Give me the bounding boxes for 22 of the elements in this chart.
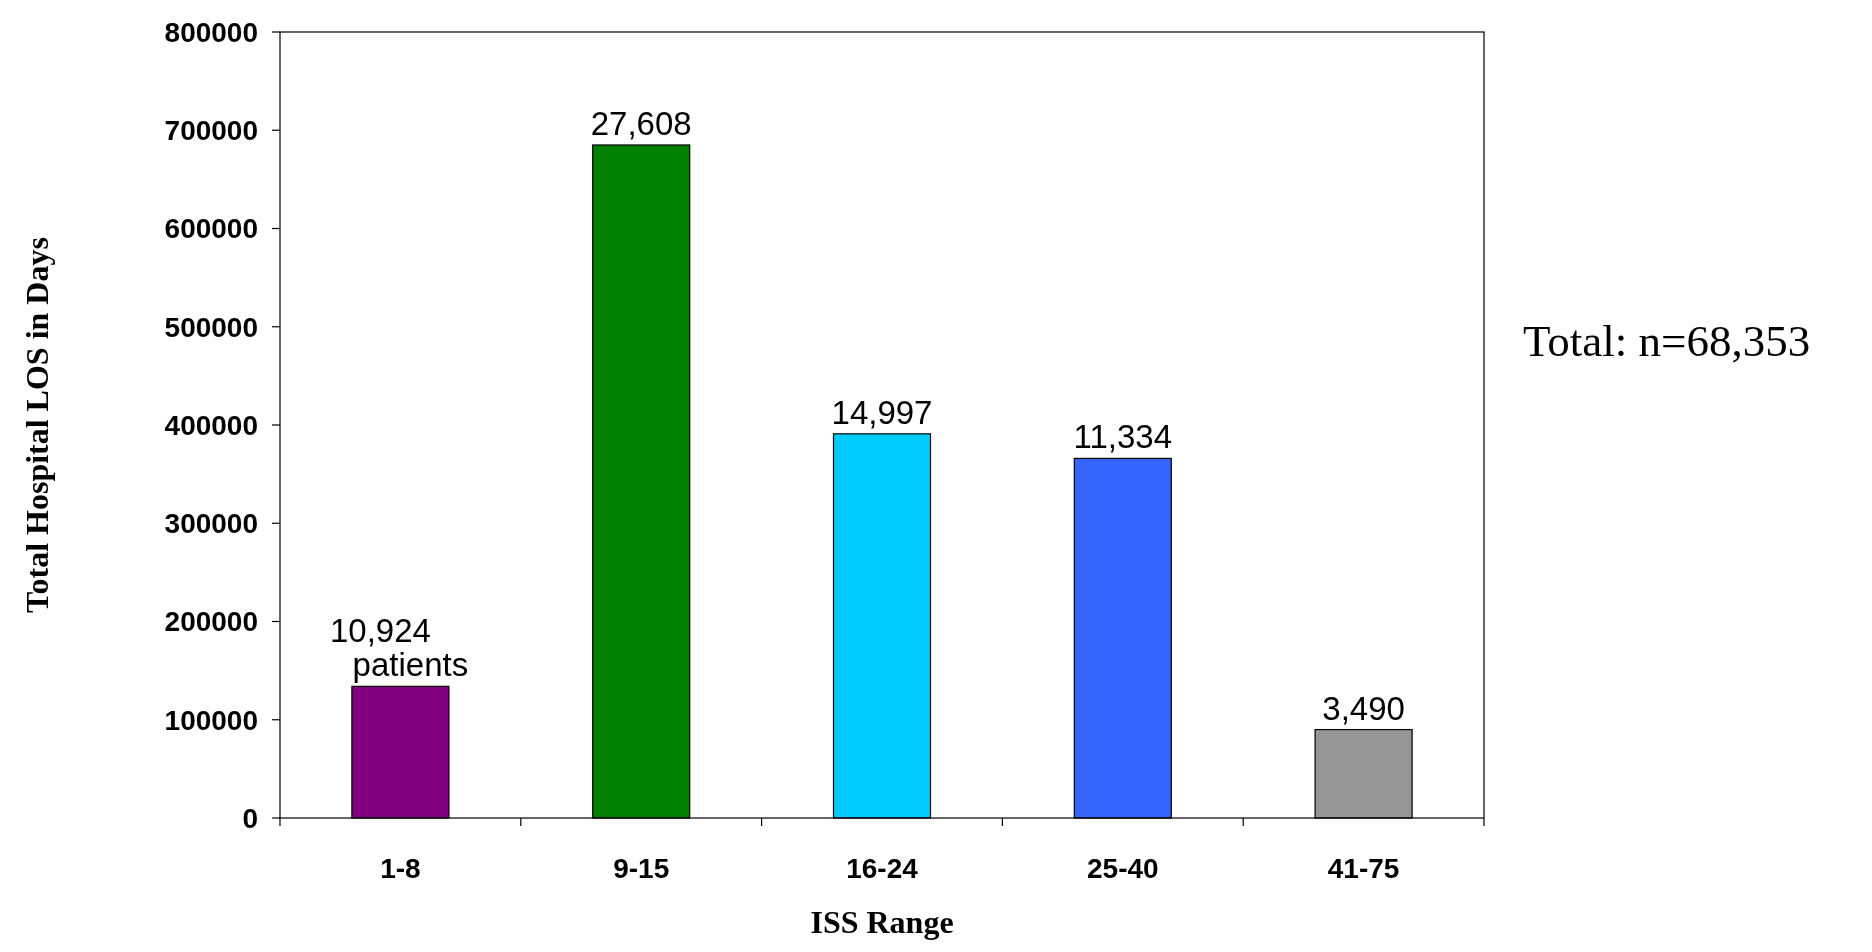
x-tick-label: 41-75 [1327, 853, 1400, 884]
annotation: 10,924 patients [329, 612, 469, 684]
y-tick-label: 500000 [164, 311, 258, 343]
y-tick-label: 200000 [164, 606, 258, 638]
y-tick-label: 300000 [164, 508, 258, 540]
y-tick-label: 700000 [164, 115, 258, 147]
annotation: 27,608 [590, 104, 692, 142]
x-tick-label: 1-8 [380, 853, 421, 884]
y-tick-label: 600000 [164, 213, 258, 245]
y-tick-label: 800000 [164, 16, 258, 48]
y-axis-title: Total Hospital LOS in Days [19, 237, 55, 613]
y-tick-label: 100000 [164, 704, 258, 736]
x-tick-label: 16-24 [846, 853, 919, 884]
text: Total: n=68,353 [1523, 316, 1811, 366]
annotation: 11,334 [1073, 418, 1173, 456]
x-axis-title: ISS Range [810, 904, 954, 940]
x-tick-label: 9-15 [613, 853, 670, 884]
x-tick-label: 25-40 [1086, 853, 1159, 884]
y-tick-label: 400000 [164, 409, 258, 441]
annotation: 14,997 [831, 393, 933, 431]
annotation: 3,490 [1322, 689, 1405, 727]
y-tick-label: 0 [242, 802, 258, 834]
